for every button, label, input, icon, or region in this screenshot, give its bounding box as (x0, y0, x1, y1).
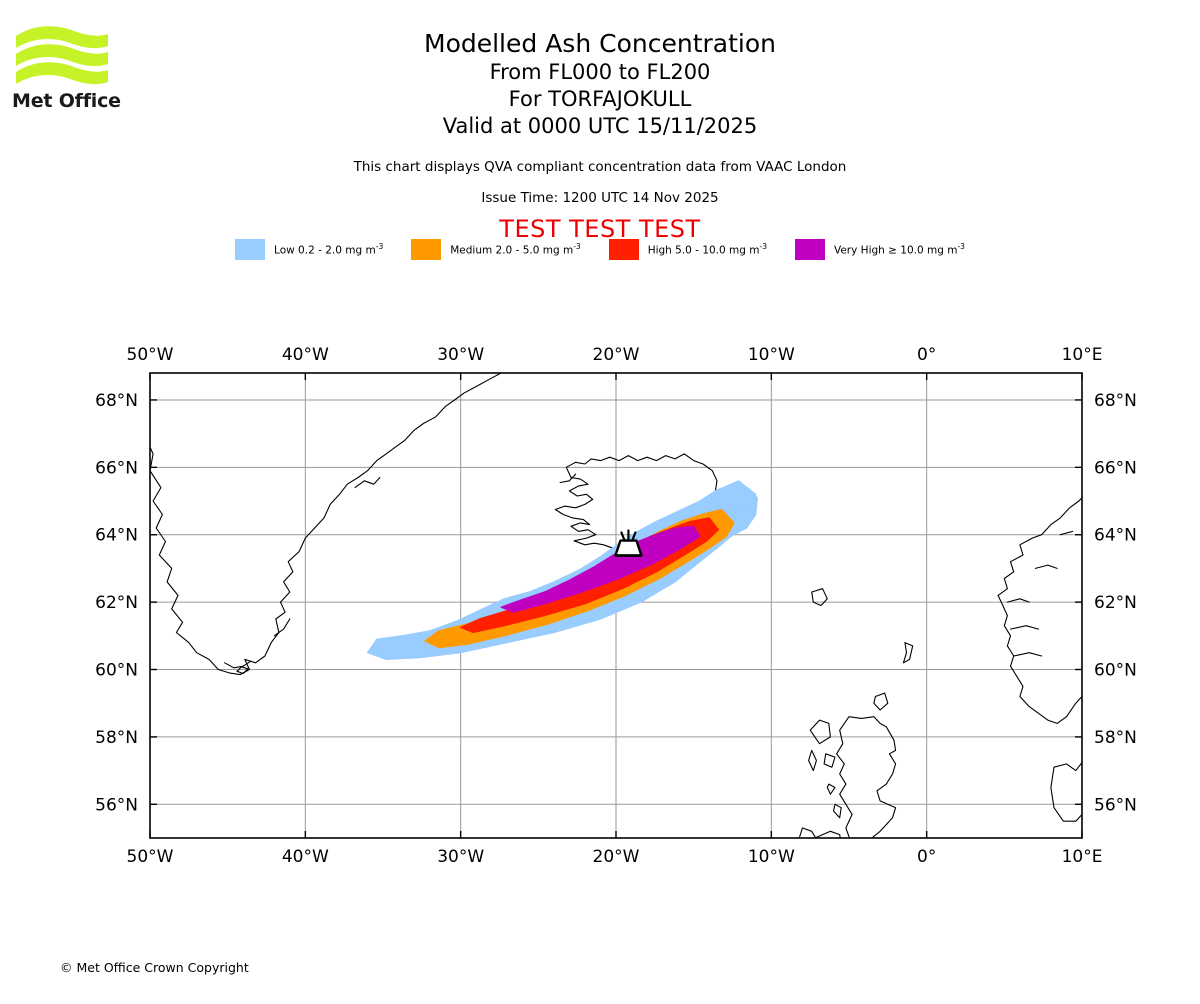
ash-plume-contours (366, 480, 758, 660)
legend-swatch-high (608, 239, 639, 260)
svg-text:60°N: 60°N (95, 661, 138, 681)
legend-swatch-very-high (794, 239, 825, 260)
svg-text:62°N: 62°N (1094, 593, 1137, 613)
svg-text:10°E: 10°E (1062, 345, 1103, 365)
axis-tick-labels: 50°W 50°W 40°W 40°W 30°W 30°W 20°W 20°W 10°W 10°W… (95, 345, 1137, 867)
legend-item-low: Low 0.2 - 2.0 mg m-3 (235, 239, 383, 260)
svg-text:40°W: 40°W (282, 345, 329, 365)
chart-subtitle-block: This chart displays QVA compliant concen… (0, 157, 1200, 208)
legend-label-high: High 5.0 - 10.0 mg m-3 (647, 242, 767, 257)
svg-text:56°N: 56°N (95, 795, 138, 815)
issue-time: Issue Time: 1200 UTC 14 Nov 2025 (481, 190, 719, 206)
svg-text:40°W: 40°W (282, 847, 329, 867)
svg-text:0°: 0° (917, 847, 936, 867)
chart-title-block: Modelled Ash Concentration From FL000 to… (0, 28, 1200, 140)
plume-very-high-contour (500, 525, 701, 613)
svg-text:0°: 0° (917, 345, 936, 365)
qva-note: This chart displays QVA compliant concen… (353, 159, 847, 175)
svg-text:10°W: 10°W (748, 847, 795, 867)
svg-text:66°N: 66°N (1094, 458, 1137, 478)
svg-text:10°E: 10°E (1062, 847, 1103, 867)
legend-item-high: High 5.0 - 10.0 mg m-3 (608, 239, 767, 260)
met-office-wave-mark (16, 26, 108, 85)
svg-text:20°W: 20°W (593, 345, 640, 365)
legend-label-very-high: Very High ≥ 10.0 mg m-3 (833, 242, 965, 257)
svg-text:30°W: 30°W (437, 847, 484, 867)
svg-text:50°W: 50°W (127, 345, 174, 365)
met-office-logo: Met Office (12, 22, 122, 112)
svg-text:64°N: 64°N (95, 526, 138, 546)
legend-label-low: Low 0.2 - 2.0 mg m-3 (274, 242, 384, 257)
svg-text:50°W: 50°W (127, 847, 174, 867)
test-banner: TEST TEST TEST (499, 215, 701, 243)
volcano-marker-icon (614, 529, 643, 557)
legend-swatch-low (235, 239, 266, 260)
concentration-legend: Low 0.2 - 2.0 mg m-3 Medium 2.0 - 5.0 mg… (0, 239, 1200, 260)
svg-text:10°W: 10°W (748, 345, 795, 365)
title-valid-time: Valid at 0000 UTC 15/11/2025 (442, 114, 758, 138)
map-frame (149, 372, 1083, 839)
svg-text:68°N: 68°N (1094, 391, 1137, 411)
svg-text:58°N: 58°N (1094, 728, 1137, 748)
svg-text:62°N: 62°N (95, 593, 138, 613)
svg-text:56°N: 56°N (1094, 795, 1137, 815)
legend-item-medium: Medium 2.0 - 5.0 mg m-3 (411, 239, 581, 260)
svg-text:66°N: 66°N (95, 458, 138, 478)
page-title: Modelled Ash Concentration (424, 29, 776, 58)
svg-text:30°W: 30°W (437, 345, 484, 365)
legend-item-very-high: Very High ≥ 10.0 mg m-3 (794, 239, 965, 260)
legend-swatch-medium (411, 239, 442, 260)
title-volcano: For TORFAJOKULL (508, 87, 692, 111)
plume-low-contour (366, 481, 758, 660)
svg-text:58°N: 58°N (95, 728, 138, 748)
copyright-notice: © Met Office Crown Copyright (60, 960, 249, 975)
svg-text:20°W: 20°W (593, 847, 640, 867)
svg-text:68°N: 68°N (95, 391, 138, 411)
plume-ne-wisp (699, 480, 757, 512)
legend-label-medium: Medium 2.0 - 5.0 mg m-3 (450, 242, 581, 257)
svg-text:64°N: 64°N (1094, 526, 1137, 546)
svg-text:60°N: 60°N (1094, 661, 1137, 681)
coastlines (150, 373, 1082, 838)
title-flight-levels: From FL000 to FL200 (489, 60, 711, 84)
logo-wordmark: Met Office (12, 90, 121, 112)
